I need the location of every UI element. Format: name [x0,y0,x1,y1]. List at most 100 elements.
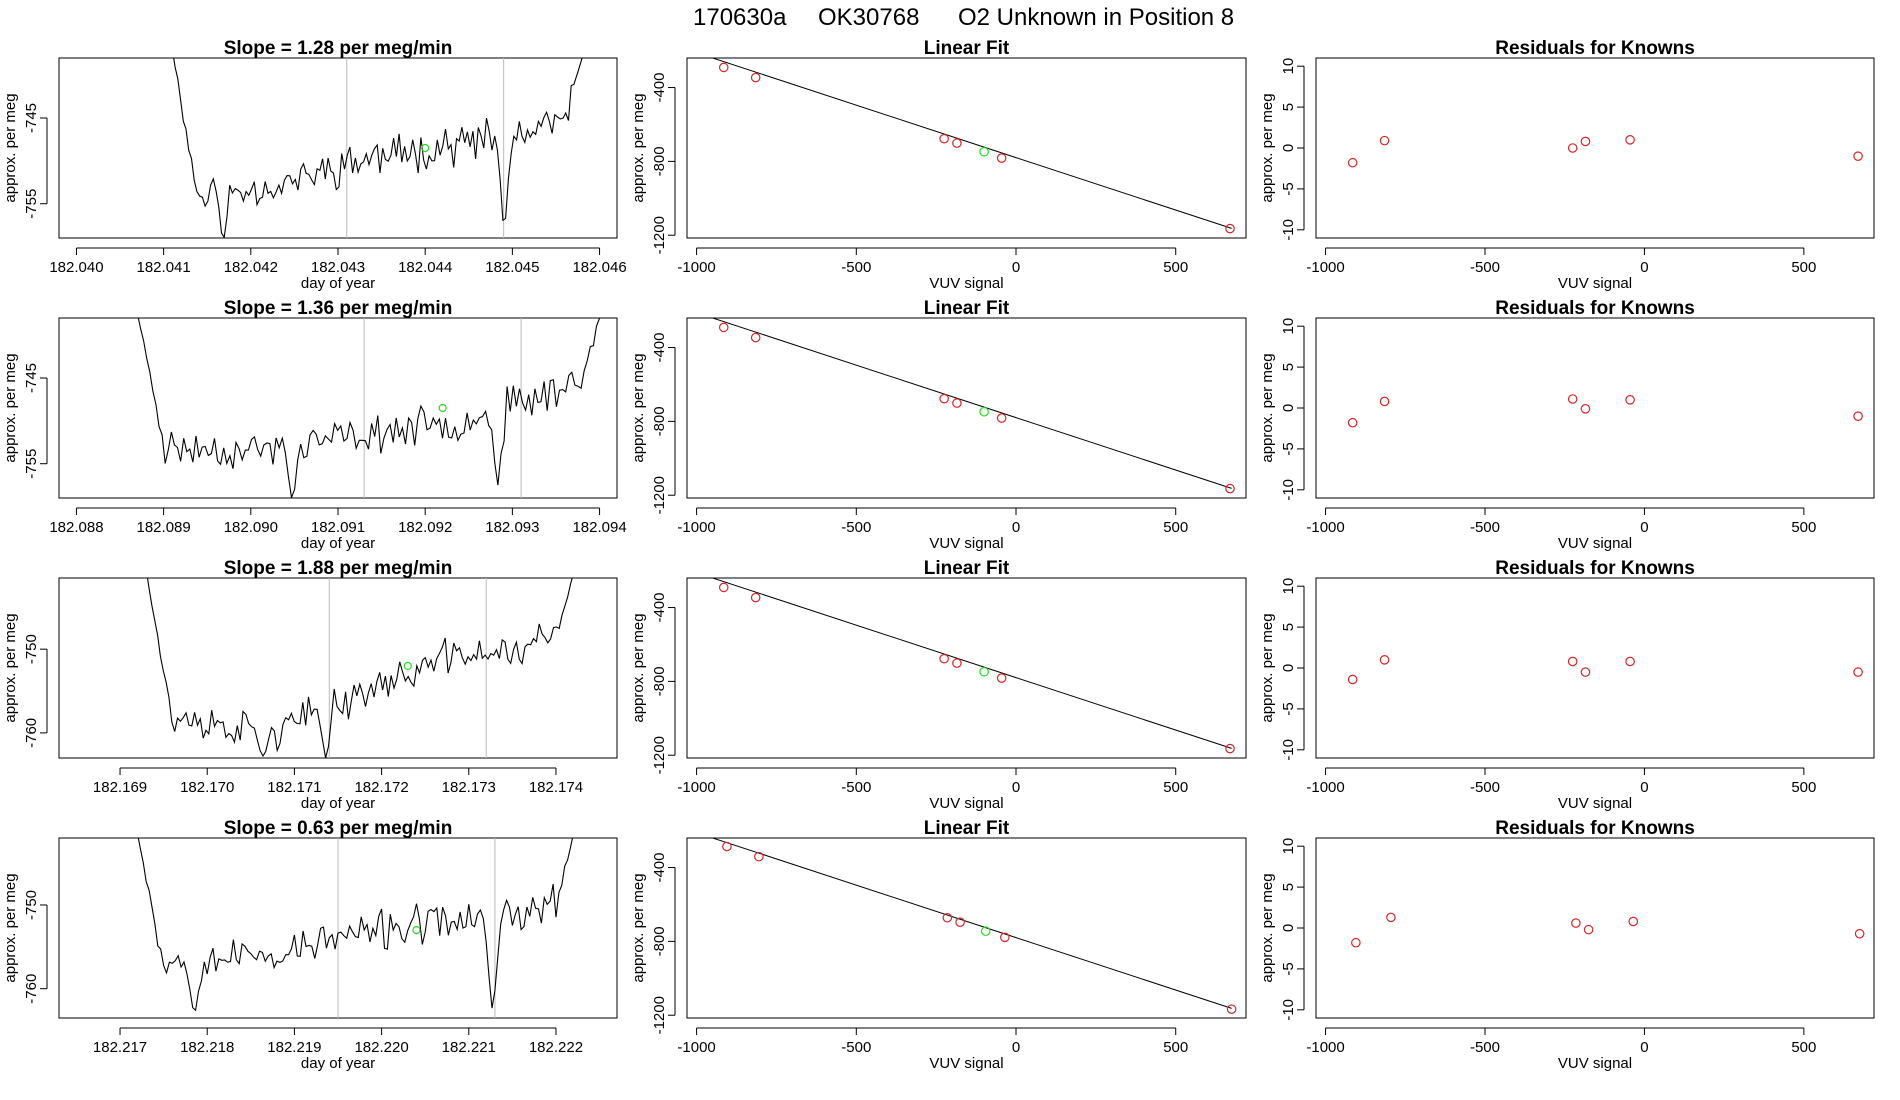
row2-linear-fit-y-tick-label: -400 [651,333,668,363]
row2-linear-fit-known-point [939,393,949,404]
row2-linear-fit-known-point [718,322,729,333]
row4-time-series-x-tick-label: 182.218 [180,1039,234,1056]
row3-linear-fit-known-point [939,653,949,664]
row3-residuals-x-tick-label: 0 [1640,779,1648,796]
row2-time-series-title: Slope = 1.36 per meg/min [224,298,453,319]
row1-linear-fit-x-tick-label: -1000 [677,259,715,276]
row1-time-series-title: Slope = 1.28 per meg/min [224,38,453,59]
row4-residuals-x-tick-label: 500 [1791,1039,1816,1056]
row2-linear-fit-x-tick-label: -500 [841,519,871,536]
row4-linear-fit-x-tick-label: -1000 [677,1039,715,1056]
row4-linear-fit-y-tick-label: -800 [651,926,668,956]
row1-time-series-x-tick-label: 182.040 [49,259,103,276]
row1-residuals-x-tick-label: -1000 [1306,259,1344,276]
row1-residuals-known-point [1853,151,1863,161]
row1-time-series-x-tick-label: 182.046 [572,259,626,276]
row1-time-series-plot-area [173,58,583,238]
row4-linear-fit-x-axis-label: VUV signal [929,1055,1003,1072]
row4-time-series-y-axis-label: approx. per meg [2,873,19,982]
row4-residuals-frame [1315,837,1875,1019]
row1-linear-fit-y-axis-label: approx. per meg [630,93,647,202]
row1-residuals-plot-area [1347,135,1863,168]
row1-time-series-x-tick-label: 182.043 [311,259,365,276]
row4-time-series-plot-area [137,838,574,1018]
row2-linear-fit-x-tick-label: 500 [1163,519,1188,536]
row4-linear-fit-title: Linear Fit [924,818,1010,839]
row2-time-series-plot-area [137,318,601,498]
row2-time-series-y-tick-label: -755 [23,449,40,479]
row1-linear-fit-known-point [718,62,729,73]
row1-time-series-x-axis-label: day of year [301,275,375,292]
row3-time-series-panel: Slope = 1.88 per meg/min 182.169 182.170 18… [2,558,618,812]
row1-residuals-known-point [1580,136,1591,147]
row3-residuals-x-tick-label: -500 [1470,779,1500,796]
page-title: 170630a OK30768 O2 Unknown in Position 8 [693,4,1234,31]
row3-linear-fit-frame [686,577,1247,759]
row3-linear-fit-y-axis-label: approx. per meg [630,613,647,722]
row2-time-series-y-tick-label: -745 [23,363,40,393]
row2-residuals-y-tick-label: 5 [1280,363,1297,371]
row4-residuals-x-tick-label: -1000 [1306,1039,1344,1056]
row1-linear-fit-x-tick-label: 500 [1163,259,1188,276]
row2-linear-fit-unknown-point [979,406,989,417]
row1-residuals-y-tick-label: 10 [1280,58,1297,75]
row3-time-series-frame [58,577,618,759]
row3-residuals-frame [1315,577,1875,759]
row2-linear-fit-fit-line [711,318,1232,489]
row1-linear-fit-y-tick-label: -400 [651,73,668,103]
row4-linear-fit-x-tick-label: 0 [1012,1039,1020,1056]
row2-residuals-plot-area [1347,394,1863,428]
title-date: 170630a [693,4,787,31]
row2-linear-fit-known-point [996,413,1007,423]
row3-linear-fit-y-tick-label: -800 [651,666,668,696]
row4-residuals-y-axis-label: approx. per meg [1259,873,1276,982]
row2-residuals-frame [1315,317,1875,499]
row4-residuals-x-tick-label: 0 [1640,1039,1648,1056]
row1-time-series-x-tick-label: 182.044 [398,259,452,276]
row1-linear-fit-title: Linear Fit [924,38,1010,59]
row1-linear-fit-fit-line [711,58,1232,229]
row4-linear-fit-x-tick-label: -500 [841,1039,871,1056]
row4-linear-fit-known-point [955,917,965,927]
row3-linear-fit-known-point [996,673,1007,683]
row1-residuals-known-point [1347,157,1358,168]
row1-linear-fit-y-tick-label: -1200 [651,216,668,254]
row1-linear-fit-unknown-point [979,146,989,157]
row1-linear-fit-x-tick-label: -500 [841,259,871,276]
row3-residuals-y-tick-label: 5 [1280,623,1297,631]
row1-residuals-x-axis-label: VUV signal [1558,275,1632,292]
row2-time-series-x-axis-label: day of year [301,535,375,552]
row2-residuals-known-point [1580,404,1591,414]
row4-residuals-y-tick-label: -5 [1280,962,1297,975]
row4-time-series-x-tick-label: 182.221 [442,1039,496,1056]
row3-linear-fit-panel: Linear Fit -1000 -500 0 500 VUV signal -400 -80… [630,558,1247,812]
row4-time-series-unknown-point [412,925,421,935]
row2-time-series-series-line [137,318,601,498]
row3-residuals-y-tick-label: -5 [1280,702,1297,715]
row4-residuals-y-tick-label: -10 [1280,999,1297,1021]
row3-linear-fit-known-point [750,592,761,603]
row4-residuals-panel: Residuals for Knowns -1000 -500 0 500 VUV sig… [1259,818,1875,1072]
row3-residuals-known-point [1567,656,1578,667]
row1-time-series-frame [58,57,618,239]
row4-linear-fit-known-point [754,851,764,862]
row2-linear-fit-y-axis-label: approx. per meg [630,353,647,462]
row2-residuals-y-tick-label: -10 [1280,479,1297,501]
row1-residuals-title: Residuals for Knowns [1495,38,1695,59]
row3-linear-fit-x-tick-label: -1000 [677,779,715,796]
row1-linear-fit-known-point [750,72,761,83]
row3-linear-fit-x-tick-label: 0 [1012,779,1020,796]
row4-linear-fit-known-point [1226,1004,1237,1014]
row3-linear-fit-x-axis-label: VUV signal [929,795,1003,812]
row2-linear-fit-plot-area [711,318,1235,494]
row3-linear-fit-x-tick-label: -500 [841,779,871,796]
row3-residuals-x-axis-label: VUV signal [1558,795,1632,812]
row1-residuals-x-tick-label: -500 [1470,259,1500,276]
row1-residuals-x-tick-label: 500 [1791,259,1816,276]
row4-time-series-y-tick-label: -750 [23,890,40,920]
row1-time-series-unknown-point [421,143,430,153]
row2-residuals-known-point [1567,394,1578,404]
row4-time-series-x-tick-label: 182.217 [93,1039,147,1056]
row1-time-series-panel: Slope = 1.28 per meg/min 182.040 182.041 18… [2,38,627,292]
row4-time-series-title: Slope = 0.63 per meg/min [224,818,453,839]
